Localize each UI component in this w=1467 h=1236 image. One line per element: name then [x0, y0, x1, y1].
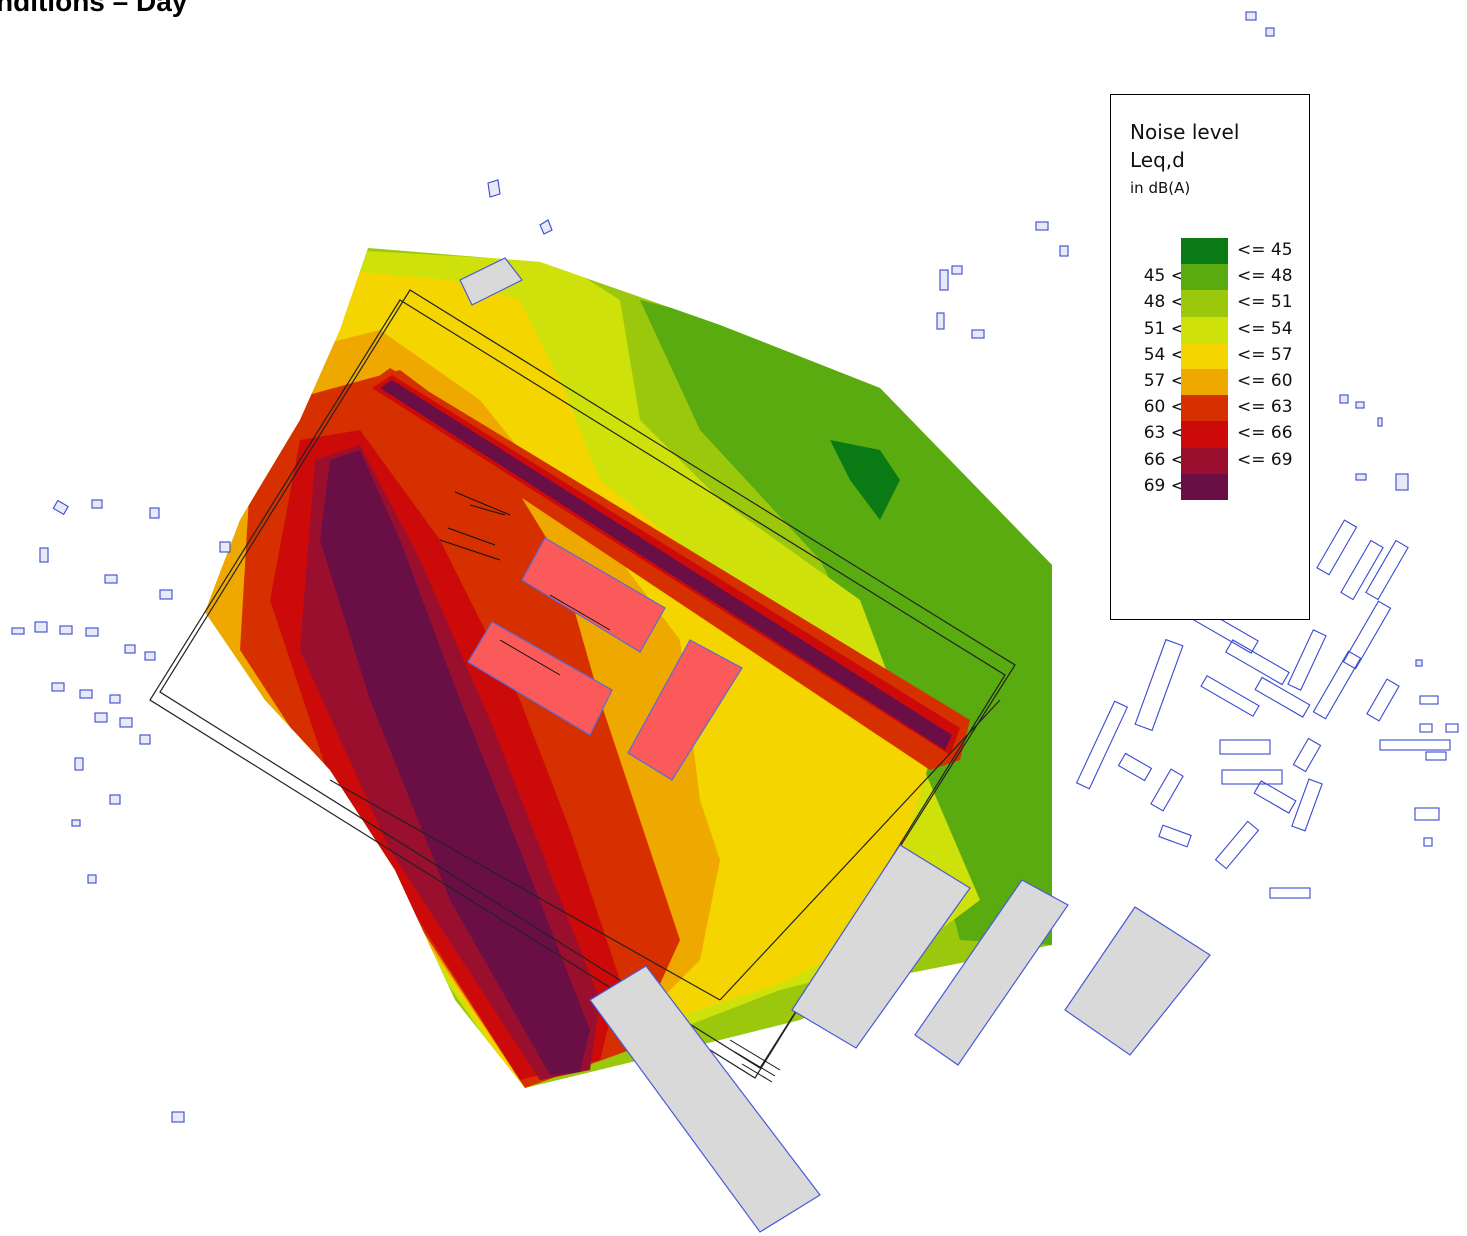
legend-lower-bound: 63 <: [1143, 423, 1185, 444]
residential-estate: [1075, 519, 1459, 899]
legend-swatch: [1181, 395, 1228, 422]
legend-rows: <= 45 45 < <= 48 48 < <= 51 51 < <= 54 54 < <= 5…: [1111, 238, 1311, 500]
legend-swatch: [1181, 447, 1228, 474]
legend-lower-bound: 45 <: [1143, 266, 1185, 287]
legend-row: 69 <: [1111, 473, 1311, 500]
legend-row: 45 < <= 48: [1111, 264, 1311, 291]
building-large-1: [459, 257, 523, 306]
legend-upper-bound: <= 54: [1237, 318, 1293, 339]
legend-swatch: [1181, 290, 1228, 317]
legend-lower-bound: 66 <: [1143, 449, 1185, 470]
contour-band-le-45: [830, 440, 900, 520]
legend-swatch: [1181, 368, 1228, 396]
site-detail-lines: [439, 491, 781, 1083]
legend-row: <= 45: [1111, 238, 1311, 265]
building-large-4: [914, 879, 1069, 1066]
legend-lower-bound: 48 <: [1143, 292, 1185, 313]
legend-upper-bound: <= 66: [1237, 423, 1293, 444]
legend-swatch: [1181, 342, 1228, 369]
building-block-c: [627, 639, 743, 781]
building-large-3: [791, 844, 971, 1049]
legend-swatch: [1181, 264, 1228, 291]
building-block-b: [467, 621, 613, 736]
legend-lower-bound: 69 <: [1143, 475, 1185, 496]
legend-swatch: [1181, 238, 1228, 265]
legend-row: 60 < <= 63: [1111, 395, 1311, 422]
legend-row: 63 < <= 66: [1111, 421, 1311, 448]
legend-lower-bound: 60 <: [1143, 397, 1185, 418]
legend-upper-bound: <= 51: [1237, 292, 1293, 313]
road-band-gt-69: [380, 380, 952, 750]
neighbouring-buildings: [459, 257, 1211, 1233]
legend-upper-bound: <= 69: [1237, 449, 1293, 470]
legend-row: 66 < <= 69: [1111, 447, 1311, 474]
legend-row: 54 < <= 57: [1111, 342, 1311, 369]
legend-swatch: [1181, 473, 1228, 500]
noise-legend: Noise level Leq,d in dB(A) <= 45 45 < <= 4…: [1110, 94, 1310, 620]
legend-swatch: [1181, 316, 1228, 343]
legend-upper-bound: <= 48: [1237, 266, 1293, 287]
legend-lower-bound: 51 <: [1143, 318, 1185, 339]
residential-buildings: [11, 11, 1423, 1123]
building-large-2: [589, 965, 821, 1233]
legend-swatch: [1181, 421, 1228, 448]
building-large-5: [1064, 906, 1211, 1056]
page-title: nditions – Day: [0, 0, 188, 17]
legend-upper-bound: <= 57: [1237, 344, 1293, 365]
legend-upper-bound: <= 60: [1237, 370, 1293, 391]
legend-upper-bound: <= 63: [1237, 397, 1293, 418]
legend-lower-bound: 54 <: [1143, 344, 1185, 365]
site-buildings: [467, 537, 743, 781]
legend-row: 48 < <= 51: [1111, 290, 1311, 317]
building-block-a: [521, 537, 666, 653]
legend-lower-bound: 57 <: [1143, 370, 1185, 391]
legend-metric: Leq,d: [1130, 148, 1185, 172]
legend-title: Noise level: [1130, 120, 1240, 144]
legend-row: 51 < <= 54: [1111, 316, 1311, 343]
site-boundary: [149, 289, 1016, 1079]
legend-unit: in dB(A): [1130, 179, 1191, 197]
legend-row: 57 < <= 60: [1111, 368, 1311, 396]
legend-upper-bound: <= 45: [1237, 240, 1293, 260]
contour-band-45-48: [640, 300, 1052, 945]
